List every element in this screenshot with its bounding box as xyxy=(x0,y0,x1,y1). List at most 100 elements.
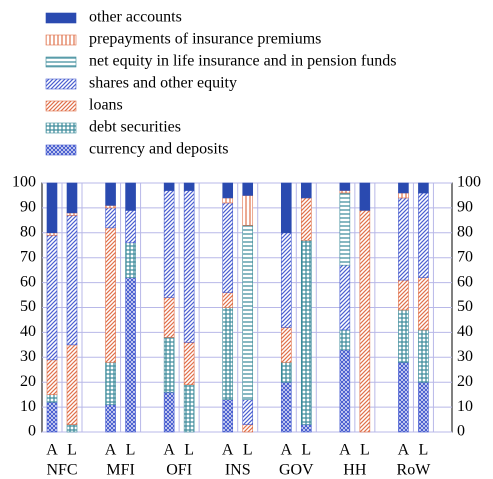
bar-segment xyxy=(280,327,292,363)
x-group-label: HH xyxy=(343,462,367,479)
y-tick-label: 90 xyxy=(20,199,36,216)
y-tick-label: 10 xyxy=(20,398,36,415)
x-group-label: INS xyxy=(225,462,251,479)
x-tick-label: A xyxy=(105,442,117,459)
bar-segment xyxy=(242,195,254,226)
bar-segment xyxy=(418,381,429,433)
bar-segment xyxy=(339,192,351,266)
bar-segment xyxy=(398,197,409,281)
bar-segment xyxy=(125,277,136,433)
x-tick-label: A xyxy=(281,442,293,459)
x-tick-label: L xyxy=(126,442,136,459)
bar-segment xyxy=(222,292,234,308)
bar-segment xyxy=(222,197,234,204)
y-tick-label: 20 xyxy=(20,373,36,390)
bar-segment xyxy=(300,197,312,241)
legend-label: debt securities xyxy=(89,119,181,136)
legend-label: prepayments of insurance premiums xyxy=(89,31,321,48)
x-tick-label: L xyxy=(360,442,370,459)
bar-segment xyxy=(105,227,116,363)
x-tick-label: A xyxy=(46,442,58,459)
legend-label: currency and deposits xyxy=(89,141,229,158)
bar-segment xyxy=(398,192,409,199)
bar-segment xyxy=(163,391,175,433)
bar-segment xyxy=(105,361,116,405)
bar-segment xyxy=(125,182,136,211)
bar-segment xyxy=(183,182,195,191)
y2-tick-label: 100 xyxy=(457,174,481,191)
legend-swatch xyxy=(45,78,77,90)
x-tick-label: A xyxy=(339,442,351,459)
bar-segment xyxy=(280,361,292,383)
bar-segment xyxy=(242,225,254,400)
bar-segment xyxy=(242,424,254,433)
y2-tick-label: 70 xyxy=(457,248,473,265)
legend-swatch xyxy=(45,56,77,68)
x-tick-label: L xyxy=(301,442,311,459)
y2-tick-label: 50 xyxy=(457,298,473,315)
y2-tick-label: 20 xyxy=(457,373,473,390)
bar-segment xyxy=(105,207,116,229)
bar-segment xyxy=(163,337,175,393)
y-tick-label: 0 xyxy=(28,423,36,440)
bar-segment xyxy=(398,309,409,363)
x-tick-label: A xyxy=(398,442,410,459)
x-tick-label: A xyxy=(163,442,175,459)
legend-label: shares and other equity xyxy=(89,75,237,92)
bar-segment xyxy=(339,329,351,351)
y-tick-label: 80 xyxy=(20,223,36,240)
bar-segment xyxy=(418,182,429,194)
bar-segment xyxy=(105,205,116,209)
bar-segment xyxy=(300,424,312,433)
bar-segment xyxy=(398,279,409,311)
bar-segment xyxy=(46,234,58,361)
bar-segment xyxy=(280,381,292,433)
y2-tick-label: 0 xyxy=(457,423,465,440)
y2-tick-label: 60 xyxy=(457,273,473,290)
x-tick-label: L xyxy=(419,442,429,459)
bar-segment xyxy=(46,232,58,236)
bar-segment xyxy=(66,212,78,216)
bar-segment xyxy=(300,239,312,425)
bar-segment xyxy=(163,182,175,191)
bar-segment xyxy=(339,264,351,331)
bar-segment xyxy=(183,190,195,343)
bar-segment xyxy=(125,210,136,244)
y2-tick-label: 30 xyxy=(457,348,473,365)
bar-segment xyxy=(105,404,116,433)
y-tick-label: 70 xyxy=(20,248,36,265)
legend-label: net equity in life insurance and in pens… xyxy=(89,53,396,70)
bar-segment xyxy=(46,182,58,234)
bar-segment xyxy=(418,277,429,331)
bar-segment xyxy=(280,232,292,328)
bar-segment xyxy=(222,202,234,293)
bar-segment xyxy=(46,401,58,433)
bar-segment xyxy=(418,329,429,383)
bar-segment xyxy=(339,349,351,433)
bar-segment xyxy=(222,182,234,199)
bar-segment xyxy=(398,182,409,194)
legend-label: other accounts xyxy=(89,9,182,26)
bar-segment xyxy=(222,307,234,400)
legend-label: loans xyxy=(89,97,123,114)
bar-segment xyxy=(242,182,254,196)
y-tick-label: 100 xyxy=(12,174,36,191)
bar-segment xyxy=(222,399,234,433)
bar-segment xyxy=(46,394,58,403)
x-tick-label: L xyxy=(67,442,77,459)
x-group-label: RoW xyxy=(397,462,432,479)
bar-segment xyxy=(398,361,409,433)
bar-segment xyxy=(183,384,195,433)
bar-segment xyxy=(359,210,371,433)
bar-segment xyxy=(339,190,351,194)
bar-segment xyxy=(125,242,136,278)
bar-segment xyxy=(66,182,78,214)
y2-tick-label: 90 xyxy=(457,199,473,216)
bar-segment xyxy=(359,182,371,211)
x-group-label: MFI xyxy=(106,462,134,479)
bar-segment xyxy=(66,344,78,425)
legend-swatch xyxy=(45,122,77,134)
y2-tick-label: 40 xyxy=(457,323,473,340)
bar-segment xyxy=(280,182,292,234)
bar-segment xyxy=(163,297,175,338)
